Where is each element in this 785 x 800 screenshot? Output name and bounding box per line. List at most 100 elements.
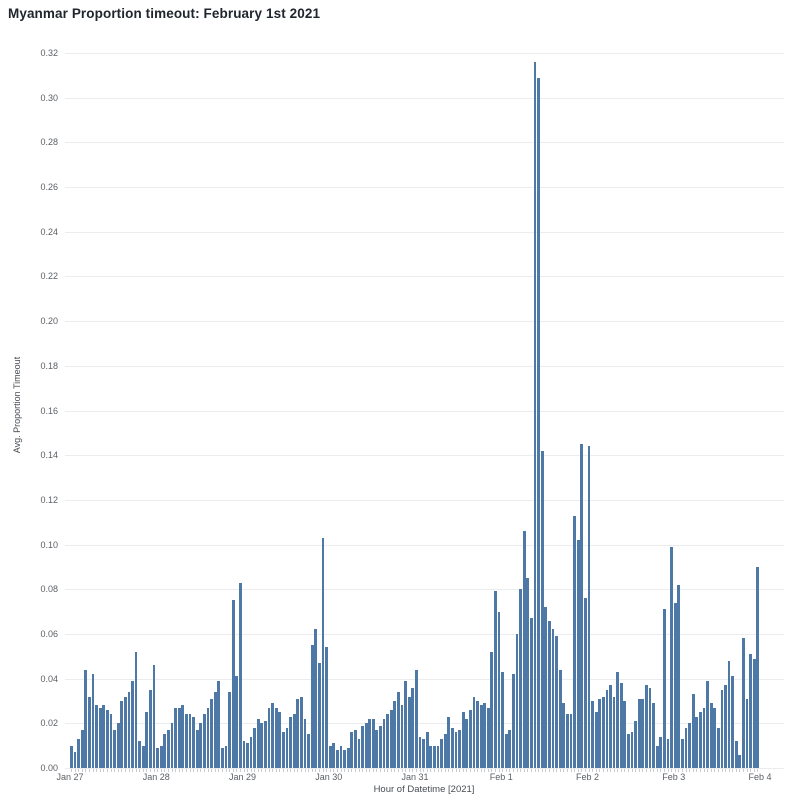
bar[interactable] <box>404 680 408 768</box>
bar[interactable] <box>440 738 443 768</box>
bar[interactable] <box>591 700 594 768</box>
bar[interactable] <box>655 745 659 768</box>
bar[interactable] <box>80 730 84 768</box>
bar[interactable] <box>199 723 203 768</box>
bar[interactable] <box>87 696 91 768</box>
bar[interactable] <box>213 692 217 768</box>
bar[interactable] <box>113 730 116 768</box>
bar[interactable] <box>436 745 440 768</box>
bar[interactable] <box>238 582 242 768</box>
bar[interactable] <box>659 736 663 768</box>
bar[interactable] <box>343 750 346 768</box>
bar[interactable] <box>285 727 289 768</box>
bar[interactable] <box>386 714 390 768</box>
bar[interactable] <box>641 698 645 768</box>
bar[interactable] <box>371 718 375 768</box>
bar[interactable] <box>98 707 102 768</box>
bar[interactable] <box>501 671 505 768</box>
bar[interactable] <box>612 696 616 768</box>
bar[interactable] <box>350 732 354 768</box>
bar[interactable] <box>393 700 397 768</box>
bar[interactable] <box>713 707 717 768</box>
bar[interactable] <box>738 754 742 768</box>
bar[interactable] <box>145 712 149 768</box>
bar[interactable] <box>307 734 310 768</box>
bar[interactable] <box>720 689 724 768</box>
bar[interactable] <box>558 669 562 768</box>
bar[interactable] <box>127 692 131 768</box>
bar[interactable] <box>447 716 451 768</box>
bar[interactable] <box>332 743 336 768</box>
bar[interactable] <box>138 741 142 768</box>
bar[interactable] <box>623 700 627 768</box>
bar[interactable] <box>601 696 605 768</box>
bar[interactable] <box>497 611 501 768</box>
bar[interactable] <box>648 687 652 768</box>
bar[interactable] <box>515 633 519 768</box>
bar[interactable] <box>141 745 145 768</box>
bar[interactable] <box>702 707 706 768</box>
bar[interactable] <box>619 683 623 768</box>
bar[interactable] <box>321 537 325 768</box>
bar[interactable] <box>673 602 677 768</box>
bar[interactable] <box>576 540 580 768</box>
bar[interactable] <box>562 703 566 768</box>
bar[interactable] <box>361 725 364 768</box>
bar[interactable] <box>246 743 249 768</box>
bar[interactable] <box>540 450 544 768</box>
bar[interactable] <box>346 747 350 768</box>
bar[interactable] <box>425 732 429 768</box>
bar[interactable] <box>163 734 167 768</box>
bar[interactable] <box>325 647 328 768</box>
bar[interactable] <box>637 698 641 768</box>
bar[interactable] <box>688 723 691 768</box>
bar[interactable] <box>587 446 591 768</box>
bar[interactable] <box>630 732 634 768</box>
bar[interactable] <box>156 747 160 768</box>
bar[interactable] <box>580 444 584 768</box>
bar[interactable] <box>551 629 555 768</box>
bar[interactable] <box>389 709 393 768</box>
bar[interactable] <box>605 689 609 768</box>
bar[interactable] <box>555 636 558 768</box>
bar[interactable] <box>357 738 361 768</box>
bar[interactable] <box>185 714 188 768</box>
bar[interactable] <box>375 730 379 768</box>
bar[interactable] <box>274 707 278 768</box>
bar[interactable] <box>537 77 541 768</box>
bar[interactable] <box>102 705 106 768</box>
bar[interactable] <box>282 732 285 768</box>
bar[interactable] <box>195 730 199 768</box>
bar[interactable] <box>159 745 163 768</box>
bar[interactable] <box>407 696 411 768</box>
bar[interactable] <box>303 718 307 768</box>
bar[interactable] <box>289 716 293 768</box>
bar[interactable] <box>120 700 124 768</box>
bar[interactable] <box>328 745 332 768</box>
bar[interactable] <box>716 727 720 768</box>
bar[interactable] <box>666 738 670 768</box>
bar[interactable] <box>379 725 382 768</box>
bar[interactable] <box>231 600 235 768</box>
bar[interactable] <box>663 609 666 768</box>
bar[interactable] <box>382 718 386 768</box>
bar[interactable] <box>645 685 648 768</box>
bar[interactable] <box>271 703 275 768</box>
bar[interactable] <box>731 676 735 768</box>
bar[interactable] <box>483 703 487 768</box>
bar[interactable] <box>544 607 548 768</box>
bar[interactable] <box>450 727 454 768</box>
bar[interactable] <box>400 705 404 768</box>
bar[interactable] <box>235 676 239 768</box>
bar[interactable] <box>95 705 98 768</box>
bar[interactable] <box>684 727 688 768</box>
bar[interactable] <box>565 714 569 768</box>
bar[interactable] <box>745 698 749 768</box>
bar[interactable] <box>443 734 447 768</box>
bar[interactable] <box>468 709 472 768</box>
bar[interactable] <box>267 707 271 768</box>
bar[interactable] <box>418 736 422 768</box>
bar[interactable] <box>77 738 80 768</box>
bar[interactable] <box>202 714 206 768</box>
bar[interactable] <box>627 734 630 768</box>
